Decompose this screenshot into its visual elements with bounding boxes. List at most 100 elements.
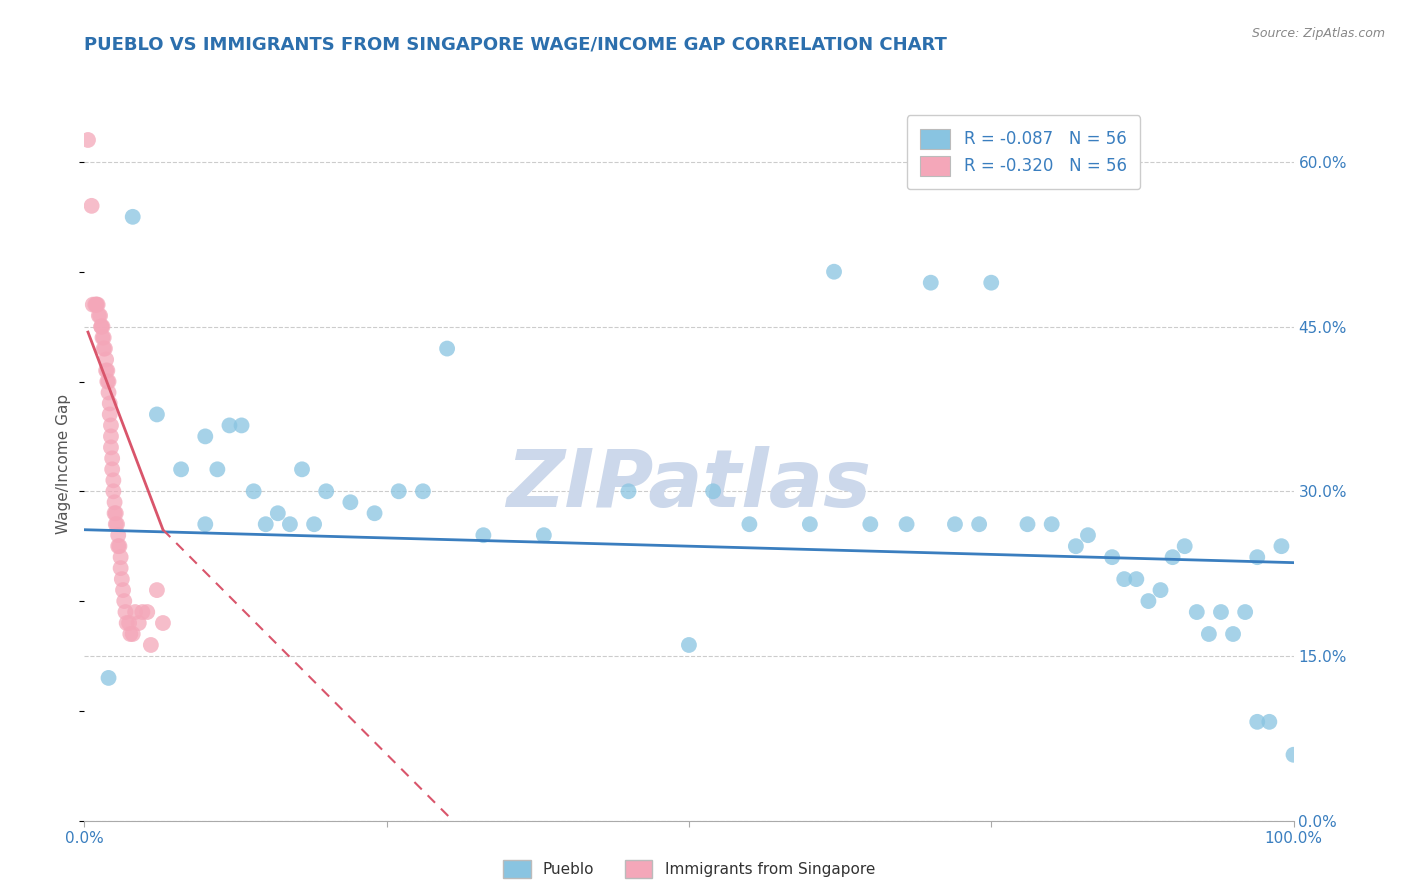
Point [114, 605, 136, 619]
Point [120, 627, 142, 641]
Point [124, 605, 146, 619]
Point [112, 594, 135, 608]
Point [859, 517, 882, 532]
Point [104, 495, 127, 509]
Point [738, 517, 761, 532]
Point [103, 473, 125, 487]
Point [291, 462, 314, 476]
Point [1149, 583, 1171, 598]
Point [231, 418, 253, 433]
Point [93, 330, 115, 344]
Point [1040, 517, 1063, 532]
Point [97, 671, 120, 685]
Point [91, 330, 114, 344]
Point [100, 441, 122, 455]
Text: Source: ZipAtlas.com: Source: ZipAtlas.com [1251, 27, 1385, 40]
Point [108, 539, 131, 553]
Point [131, 605, 153, 619]
Point [110, 550, 132, 565]
Point [97, 375, 120, 389]
Point [104, 506, 127, 520]
Point [242, 484, 264, 499]
Point [1077, 528, 1099, 542]
Legend: Pueblo, Immigrants from Singapore: Pueblo, Immigrants from Singapore [496, 854, 882, 884]
Point [100, 418, 122, 433]
Point [86, 298, 108, 312]
Point [1222, 627, 1244, 641]
Point [1246, 714, 1268, 729]
Point [1185, 605, 1208, 619]
Point [170, 462, 193, 476]
Point [363, 506, 385, 520]
Point [146, 408, 169, 422]
Point [104, 506, 127, 520]
Point [472, 528, 495, 542]
Point [152, 615, 174, 630]
Point [1064, 539, 1087, 553]
Point [617, 484, 640, 499]
Point [101, 451, 124, 466]
Point [1209, 605, 1232, 619]
Point [86, 298, 108, 312]
Point [315, 484, 337, 499]
Point [1161, 550, 1184, 565]
Point [412, 484, 434, 499]
Y-axis label: Wage/Income Gap: Wage/Income Gap [56, 393, 72, 534]
Point [121, 210, 143, 224]
Point [96, 363, 118, 377]
Point [943, 517, 966, 532]
Point [146, 583, 169, 598]
Point [207, 462, 229, 476]
Point [1246, 550, 1268, 565]
Point [823, 265, 845, 279]
Point [1282, 747, 1305, 762]
Point [98, 408, 121, 422]
Point [115, 615, 138, 630]
Point [101, 462, 124, 476]
Point [96, 375, 118, 389]
Point [1198, 627, 1220, 641]
Point [121, 627, 143, 641]
Point [84, 298, 107, 312]
Point [87, 309, 110, 323]
Point [93, 342, 115, 356]
Point [980, 276, 1002, 290]
Point [1174, 539, 1197, 553]
Point [136, 605, 159, 619]
Point [302, 517, 325, 532]
Point [339, 495, 361, 509]
Point [97, 385, 120, 400]
Point [94, 342, 117, 356]
Point [1270, 539, 1292, 553]
Point [89, 309, 111, 323]
Point [139, 638, 162, 652]
Point [1114, 572, 1136, 586]
Point [436, 342, 458, 356]
Point [107, 539, 129, 553]
Point [254, 517, 277, 532]
Point [1137, 594, 1160, 608]
Point [896, 517, 918, 532]
Point [1017, 517, 1039, 532]
Point [82, 298, 104, 312]
Point [103, 484, 125, 499]
Point [77, 133, 100, 147]
Point [678, 638, 700, 652]
Point [388, 484, 411, 499]
Point [920, 276, 942, 290]
Point [105, 517, 128, 532]
Point [107, 528, 129, 542]
Point [702, 484, 724, 499]
Point [799, 517, 821, 532]
Point [1234, 605, 1257, 619]
Point [112, 583, 135, 598]
Point [194, 429, 217, 443]
Point [86, 298, 108, 312]
Text: PUEBLO VS IMMIGRANTS FROM SINGAPORE WAGE/INCOME GAP CORRELATION CHART: PUEBLO VS IMMIGRANTS FROM SINGAPORE WAGE… [84, 36, 948, 54]
Point [94, 363, 117, 377]
Point [110, 561, 132, 575]
Text: ZIPatlas: ZIPatlas [506, 446, 872, 524]
Point [94, 352, 117, 367]
Point [90, 319, 112, 334]
Point [1125, 572, 1147, 586]
